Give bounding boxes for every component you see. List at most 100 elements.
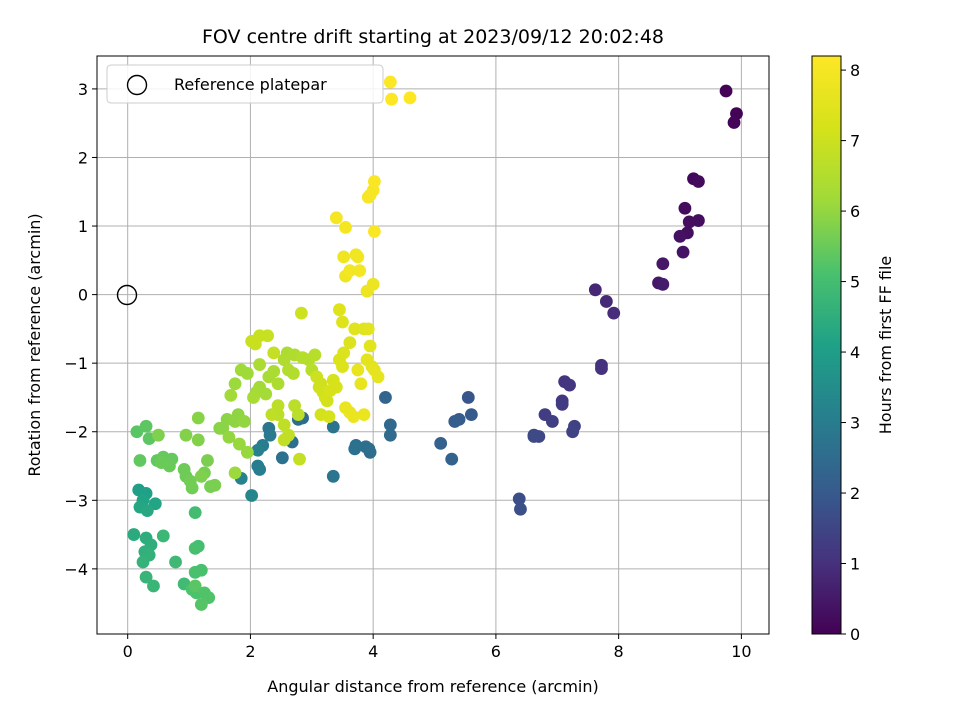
data-point	[348, 322, 362, 336]
data-point	[228, 377, 242, 391]
data-point	[253, 463, 267, 476]
data-point	[348, 442, 362, 456]
data-point	[343, 264, 357, 278]
data-point	[359, 440, 373, 454]
y-axis-ticks: −4 −3 −2 −1 0 1 2 3	[64, 80, 97, 579]
data-point	[286, 367, 300, 380]
y-tick-label: 3	[78, 80, 88, 99]
data-point	[294, 306, 308, 320]
data-point	[555, 397, 569, 411]
y-tick-label: −3	[64, 491, 88, 510]
legend: Reference platepar	[106, 64, 384, 104]
y-tick-label: −4	[64, 560, 88, 579]
data-point	[366, 277, 380, 291]
data-point	[588, 283, 602, 297]
data-point	[461, 391, 475, 404]
data-point	[367, 175, 381, 188]
data-point	[678, 201, 692, 215]
data-point	[434, 436, 448, 450]
data-point	[267, 364, 281, 378]
data-point	[208, 478, 222, 492]
data-point	[673, 229, 687, 243]
data-point	[240, 367, 254, 380]
data-point	[188, 541, 202, 555]
data-point	[336, 360, 349, 373]
data-point	[271, 399, 285, 413]
colorbar-fill	[811, 55, 842, 635]
colorbar-ticks: 0 1 2 3 4 5 6 7 8	[841, 61, 860, 644]
data-point	[692, 175, 705, 188]
data-point	[247, 391, 260, 404]
data-point	[237, 415, 251, 428]
data-point	[130, 425, 144, 439]
data-point	[656, 277, 670, 291]
data-point	[139, 419, 153, 433]
data-point	[228, 415, 242, 428]
data-point	[147, 579, 160, 593]
data-point	[361, 322, 375, 336]
data-point	[224, 388, 238, 402]
data-point	[271, 377, 285, 391]
data-point	[191, 411, 205, 425]
data-point	[445, 452, 459, 466]
legend-box	[106, 64, 384, 104]
x-tick-label: 4	[368, 642, 378, 661]
x-axis-ticks: 0 2 4 6 8 10	[123, 634, 752, 661]
data-point	[136, 555, 150, 569]
x-tick-label: 6	[491, 642, 501, 661]
x-tick-label: 10	[731, 642, 751, 661]
data-point	[248, 337, 262, 351]
data-point	[322, 410, 336, 424]
y-tick-label: 2	[78, 148, 88, 167]
data-point	[354, 377, 368, 391]
data-point	[188, 506, 202, 520]
data-point	[599, 295, 613, 308]
data-point	[595, 362, 608, 376]
data-point	[464, 408, 478, 421]
data-point	[133, 454, 147, 467]
legend-entry-label: Reference platepar	[174, 75, 327, 94]
data-point	[240, 445, 254, 459]
data-point	[179, 428, 193, 442]
data-point	[676, 245, 690, 259]
data-point	[351, 250, 365, 264]
data-points	[127, 75, 743, 611]
data-point	[383, 418, 397, 432]
data-point	[232, 437, 246, 451]
data-point	[448, 415, 462, 428]
data-point	[291, 408, 305, 421]
data-point	[379, 391, 392, 404]
data-point	[320, 394, 334, 408]
data-point	[351, 363, 365, 377]
data-point	[140, 504, 154, 517]
x-axis-label: Angular distance from reference (arcmin)	[267, 677, 598, 696]
data-point	[527, 430, 541, 443]
data-point	[308, 348, 322, 362]
data-point	[347, 410, 360, 424]
chart-title: FOV centre drift starting at 2023/09/12 …	[202, 26, 664, 48]
data-point	[228, 466, 242, 480]
data-point	[563, 378, 576, 392]
data-point	[339, 221, 352, 234]
data-point	[656, 257, 670, 271]
colorbar: 0 1 2 3 4 5 6 7 8 Hours from first FF file	[811, 55, 895, 644]
colorbar-tick-label: 8	[850, 61, 860, 80]
data-point	[329, 211, 343, 225]
grid-lines	[97, 56, 769, 634]
data-point	[323, 384, 337, 397]
colorbar-tick-label: 1	[850, 555, 860, 574]
data-point	[127, 528, 141, 541]
reference-platepar-marker	[116, 284, 138, 306]
data-point	[363, 339, 377, 353]
data-point	[326, 420, 340, 434]
data-point	[514, 502, 527, 516]
y-tick-label: −2	[64, 423, 88, 442]
data-point	[343, 336, 357, 350]
colorbar-tick-label: 4	[850, 343, 860, 362]
colorbar-tick-label: 0	[850, 625, 860, 644]
data-point	[216, 421, 230, 435]
x-tick-label: 0	[123, 642, 133, 661]
data-point	[251, 443, 265, 457]
data-point	[333, 303, 346, 317]
